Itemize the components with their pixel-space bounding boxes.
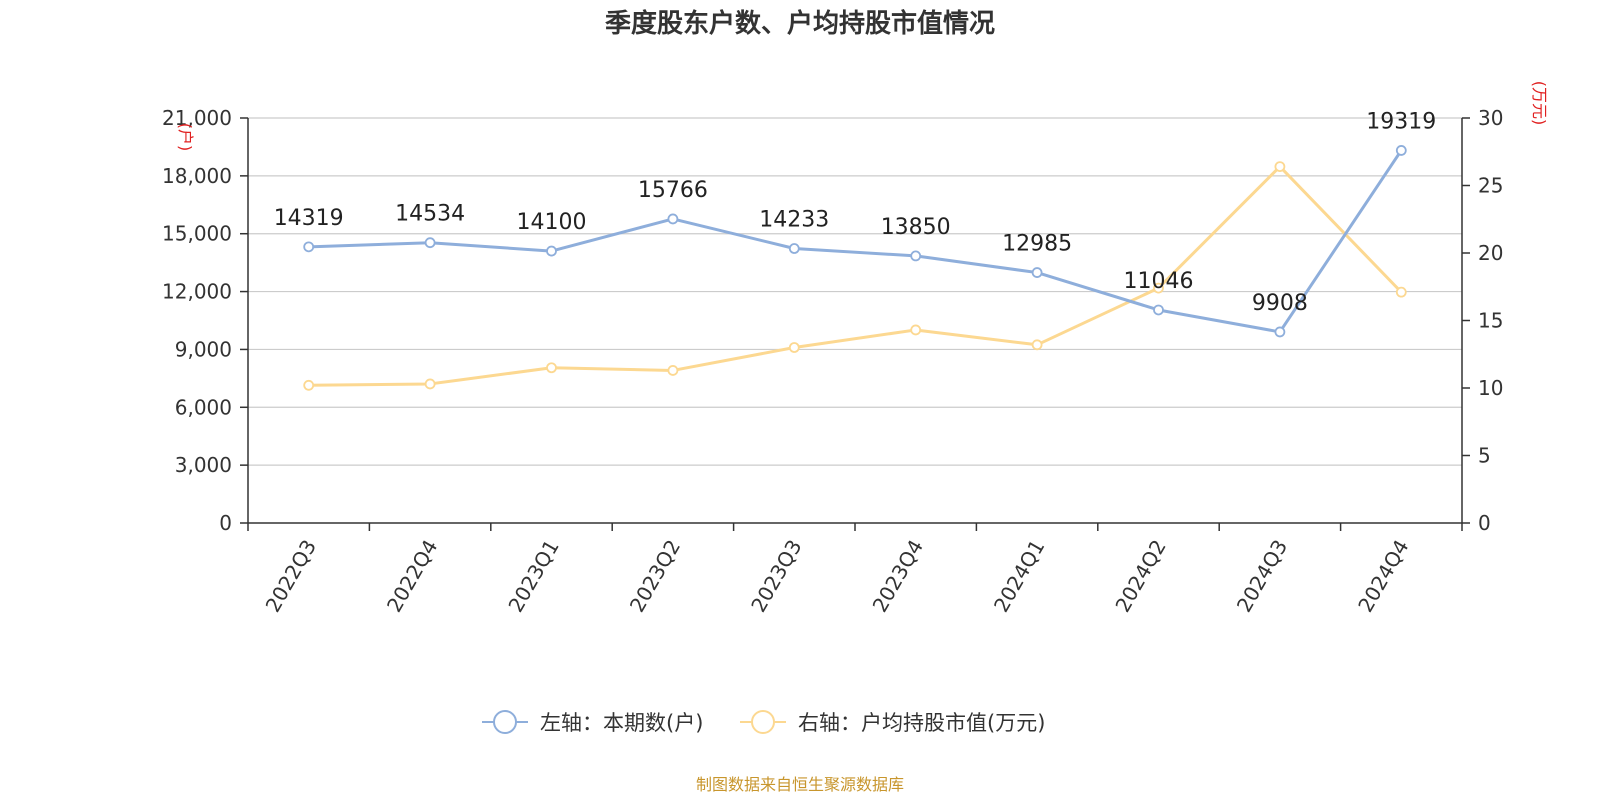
series-point <box>1031 339 1043 351</box>
grid-lines <box>248 117 1462 466</box>
series-line <box>308 149 1403 334</box>
x-tick-label: 2023Q2 <box>625 536 685 617</box>
series <box>303 145 1407 391</box>
x-tick-label: 2024Q1 <box>989 536 1049 617</box>
data-label: 13850 <box>881 215 951 240</box>
series-point <box>424 378 436 390</box>
left-axis-unit: (户) <box>176 123 195 152</box>
data-labels: 14319 14534 14100 15766 14233 13850 12985 11046… <box>274 109 1437 315</box>
source-note: 制图数据来自恒生聚源数据库 <box>696 775 904 794</box>
right-axis-ticks: 0 5 10 15 20 25 30 <box>1462 106 1503 535</box>
data-label: 14100 <box>517 210 587 235</box>
data-label: 15766 <box>638 178 708 203</box>
data-label: 12985 <box>1002 232 1072 257</box>
legend-label-holders: 左轴：本期数(户) <box>540 711 703 735</box>
left-axis-ticks: 0 3,000 6,000 9,000 12,000 15,000 18,000 21,000 <box>162 106 248 535</box>
x-tick-label: 2022Q3 <box>261 536 321 617</box>
data-label: 14233 <box>759 208 829 233</box>
right-tick-label: 10 <box>1478 376 1503 400</box>
x-tick-label: 2024Q3 <box>1232 536 1292 617</box>
series-point <box>546 245 557 257</box>
legend-marker-value <box>751 710 775 734</box>
legend-item-value[interactable]: 右轴：户均持股市值(万元) <box>740 710 1045 735</box>
left-tick-label: 12,000 <box>162 280 232 304</box>
data-label: 19319 <box>1366 109 1436 134</box>
left-tick-label: 18,000 <box>162 164 232 188</box>
legend-label-value: 右轴：户均持股市值(万元) <box>798 711 1045 735</box>
series-point <box>667 213 679 225</box>
series-point <box>1153 282 1164 294</box>
legend-marker-holders <box>493 710 517 734</box>
left-tick-label: 0 <box>219 511 232 535</box>
chart-title: 季度股东户数、户均持股市值情况 <box>605 8 995 39</box>
legend-item-holders[interactable]: 左轴：本期数(户) <box>482 710 703 735</box>
series-point <box>788 342 800 353</box>
x-tick-label: 2023Q1 <box>503 536 563 617</box>
x-tick-label: 2023Q4 <box>868 536 928 617</box>
x-tick-label: 2022Q4 <box>382 536 442 617</box>
left-tick-label: 6,000 <box>175 395 232 419</box>
right-tick-label: 15 <box>1478 309 1503 333</box>
series-point <box>1395 145 1407 156</box>
x-tick-label: 2024Q2 <box>1110 536 1170 617</box>
series-point <box>1153 304 1164 316</box>
legend[interactable]: 左轴：本期数(户) 右轴：户均持股市值(万元) <box>482 710 1045 735</box>
axes <box>247 118 1463 524</box>
right-tick-label: 25 <box>1478 174 1503 198</box>
series-point <box>788 243 800 254</box>
series-point <box>910 324 922 336</box>
series-point <box>667 365 679 376</box>
right-tick-label: 20 <box>1478 241 1503 265</box>
right-tick-label: 5 <box>1478 444 1491 468</box>
left-tick-label: 21,000 <box>162 106 232 130</box>
series-line <box>308 165 1403 387</box>
left-tick-label: 3,000 <box>175 453 232 477</box>
x-axis-ticks: 2022Q3 2022Q4 2023Q1 2023Q2 2023Q3 2023Q4 2024… <box>247 523 1463 617</box>
data-label: 14534 <box>395 202 465 227</box>
right-axis-unit: (万元) <box>1530 81 1549 126</box>
left-tick-label: 15,000 <box>162 222 232 246</box>
left-tick-label: 9,000 <box>175 337 232 361</box>
right-tick-label: 0 <box>1478 511 1491 535</box>
data-label: 9908 <box>1252 291 1308 316</box>
series-point <box>546 362 557 374</box>
series-point <box>1031 267 1043 278</box>
right-tick-label: 30 <box>1478 106 1503 130</box>
series-point <box>1274 161 1286 173</box>
series-point <box>1395 286 1407 298</box>
x-tick-label: 2023Q3 <box>746 536 806 617</box>
data-label: 11046 <box>1124 269 1194 294</box>
x-tick-label: 2024Q4 <box>1353 536 1413 617</box>
series-point <box>303 241 315 253</box>
series-point <box>424 237 436 249</box>
data-label: 14319 <box>274 206 344 231</box>
series-point <box>303 379 315 391</box>
series-point <box>910 250 922 262</box>
series-point <box>1274 326 1286 338</box>
